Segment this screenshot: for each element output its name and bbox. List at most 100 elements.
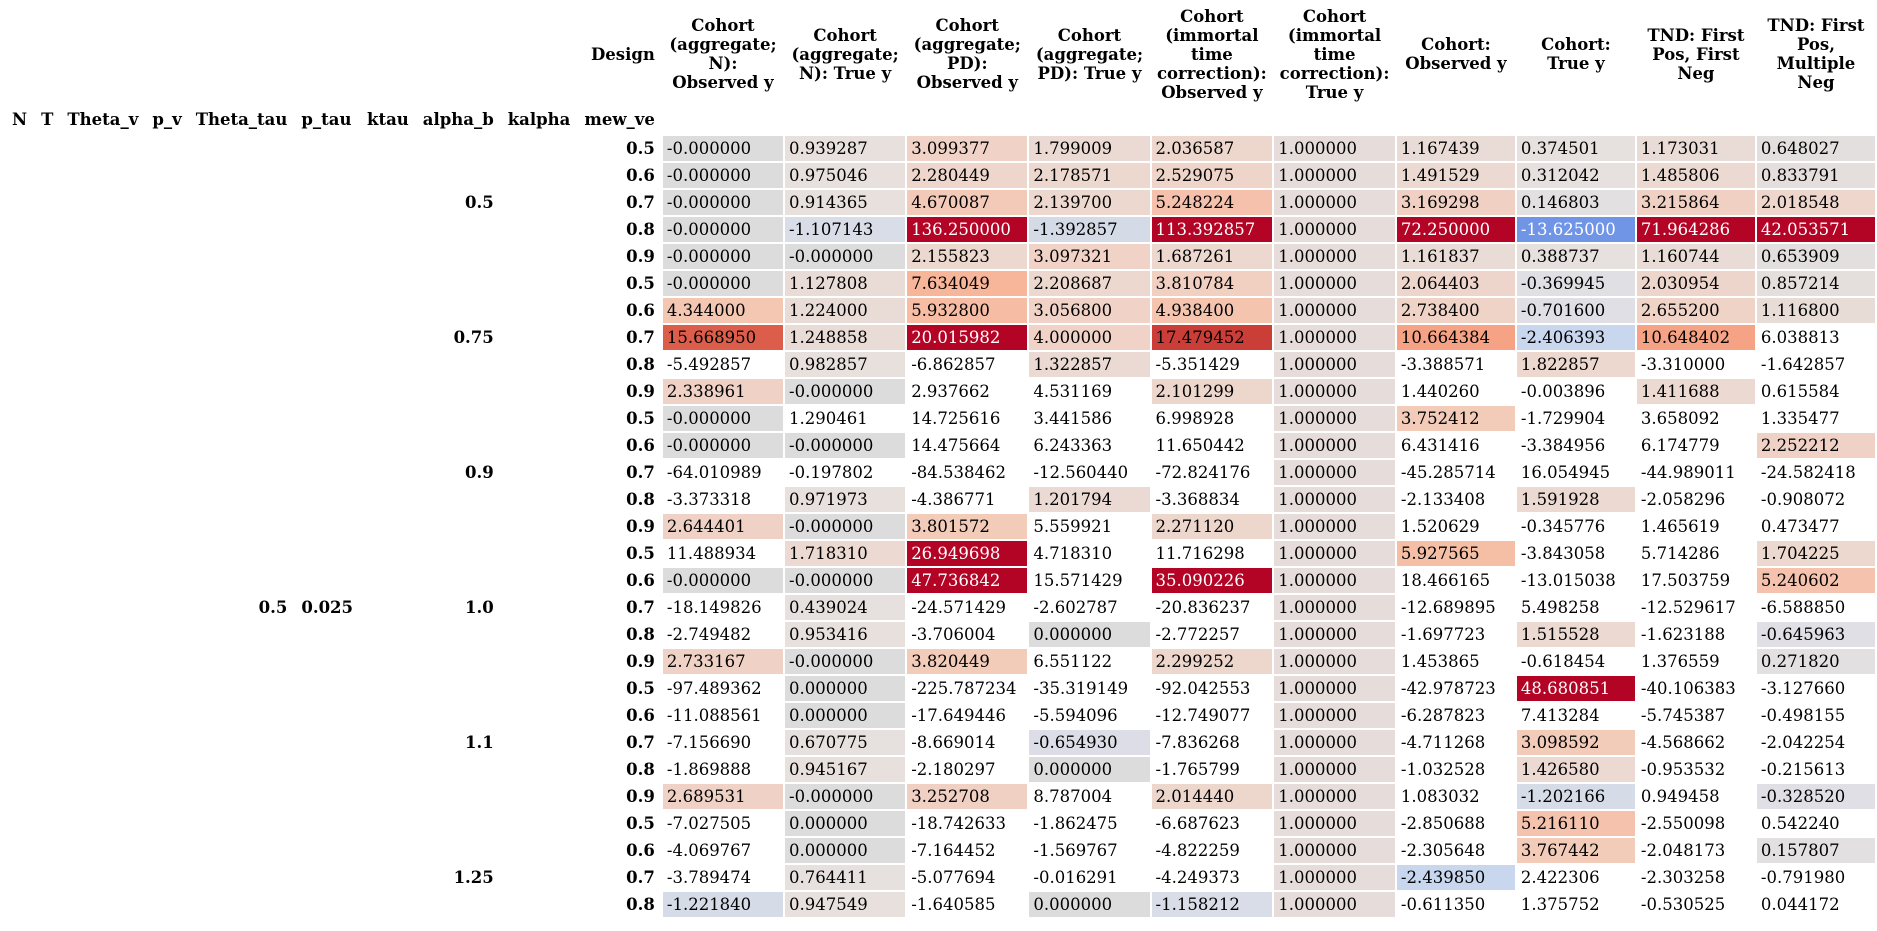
table-cell: -1.158212 — [1151, 891, 1273, 917]
table-cell: 0.914365 — [785, 189, 906, 215]
table-cell: -64.010989 — [662, 459, 784, 485]
table-cell: -44.989011 — [1636, 459, 1755, 485]
table-cell: 4.000000 — [1029, 324, 1150, 350]
table-cell: 14.475664 — [907, 432, 1028, 458]
table-cell: 47.736842 — [907, 567, 1028, 593]
table-cell: 2.208687 — [1029, 270, 1150, 296]
table-cell: 17.503759 — [1636, 567, 1755, 593]
table-cell: 7.413284 — [1516, 702, 1635, 728]
table-cell: 0.000000 — [1029, 756, 1150, 782]
index-name-n: N — [12, 109, 28, 129]
column-header: Cohort: Observed y — [1405, 35, 1507, 74]
table-cell: -45.285714 — [1396, 459, 1515, 485]
table-cell: -2.439850 — [1396, 864, 1515, 890]
table-cell: 0.653909 — [1756, 243, 1875, 269]
table-cell: -4.386771 — [907, 486, 1028, 512]
table-cell: 2.252212 — [1756, 432, 1875, 458]
table-cell: 0.044172 — [1756, 891, 1875, 917]
table-cell: 15.571429 — [1029, 567, 1150, 593]
table-cell: 11.488934 — [662, 540, 784, 566]
table-cell: 3.252708 — [907, 783, 1028, 809]
mew-ve-label: 0.8 — [626, 354, 655, 374]
table-cell: -24.582418 — [1756, 459, 1875, 485]
table-cell: -0.000000 — [785, 243, 906, 269]
table-row: 0.5 -0.000000 1.290461 14.725616 3.441586 6.9… — [6, 405, 1875, 431]
table-cell: 5.714286 — [1636, 540, 1755, 566]
table-cell: -0.328520 — [1756, 783, 1875, 809]
table-cell: 2.422306 — [1516, 864, 1635, 890]
table-cell: -2.772257 — [1151, 621, 1273, 647]
table-cell: 2.064403 — [1396, 270, 1515, 296]
table-cell: 1.167439 — [1396, 135, 1515, 161]
table-cell: 1.491529 — [1396, 162, 1515, 188]
mew-ve-label: 0.7 — [626, 192, 655, 212]
table-cell: 0.982857 — [785, 351, 906, 377]
table-cell: 1.000000 — [1274, 162, 1395, 188]
table-cell: -3.368834 — [1151, 486, 1273, 512]
table-cell: -92.042553 — [1151, 675, 1273, 701]
table-cell: 2.655200 — [1636, 297, 1755, 323]
table-cell: 1.000000 — [1274, 297, 1395, 323]
table-cell: 42.053571 — [1756, 216, 1875, 242]
table-cell: 0.000000 — [785, 837, 906, 863]
table-row: 1.1 0.7 -7.156690 0.670775 -8.669014 -0.65493… — [6, 729, 1875, 755]
table-cell: -3.388571 — [1396, 351, 1515, 377]
table-cell: -2.048173 — [1636, 837, 1755, 863]
table-cell: 2.155823 — [907, 243, 1028, 269]
table-cell: 5.498258 — [1516, 594, 1635, 620]
table-cell: 0.947549 — [785, 891, 906, 917]
mew-ve-label: 0.7 — [626, 462, 655, 482]
table-cell: -3.843058 — [1516, 540, 1635, 566]
table-cell: -6.588850 — [1756, 594, 1875, 620]
table-cell: -2.058296 — [1636, 486, 1755, 512]
table-header: Design Cohort (aggregate; N): Observed y… — [6, 6, 1875, 134]
table-cell: 1.127808 — [785, 270, 906, 296]
table-cell: -72.824176 — [1151, 459, 1273, 485]
alpha-b-label: 1.25 — [453, 867, 494, 887]
table-cell: 0.271820 — [1756, 648, 1875, 674]
table-row: 0.5 0.7 -0.000000 0.914365 4.670087 2.139700 5… — [6, 189, 1875, 215]
table-cell: -12.529617 — [1636, 594, 1755, 620]
table-cell: -4.711268 — [1396, 729, 1515, 755]
table-cell: -0.000000 — [785, 567, 906, 593]
header-row-index-names: N T Theta_v p_v Theta_tau p_tau ktau alp… — [6, 107, 1875, 134]
index-name-kalpha: kalpha — [507, 109, 571, 129]
mew-ve-label: 0.8 — [626, 894, 655, 914]
table-cell: 0.000000 — [785, 675, 906, 701]
table-cell: -3.384956 — [1516, 432, 1635, 458]
column-header: Cohort: True y — [1541, 35, 1611, 74]
table-cell: -2.042254 — [1756, 729, 1875, 755]
mew-ve-label: 0.9 — [626, 651, 655, 671]
table-cell: -6.287823 — [1396, 702, 1515, 728]
table-cell: 1.453865 — [1396, 648, 1515, 674]
table-cell: -7.836268 — [1151, 729, 1273, 755]
mew-ve-label: 0.7 — [626, 327, 655, 347]
table-cell: 1.000000 — [1274, 648, 1395, 674]
table-cell: 1.000000 — [1274, 756, 1395, 782]
table-row: 0.6 -4.069767 0.000000 -7.164452 -1.569767 -4… — [6, 837, 1875, 863]
table-cell: 2.644401 — [662, 513, 784, 539]
table-cell: -0.618454 — [1516, 648, 1635, 674]
table-cell: 0.764411 — [785, 864, 906, 890]
table-cell: -1.765799 — [1151, 756, 1273, 782]
table-cell: 1.000000 — [1274, 513, 1395, 539]
table-cell: 3.099377 — [907, 135, 1028, 161]
table-row: 0.5 -7.027505 0.000000 -18.742633 -1.862475-… — [6, 810, 1875, 836]
table-row: 0.6 -0.000000 -0.000000 14.475664 6.243363 11… — [6, 432, 1875, 458]
table-cell: 3.098592 — [1516, 729, 1635, 755]
table-cell: 2.733167 — [662, 648, 784, 674]
table-row: 0.6 -0.000000 -0.000000 47.736842 15.571429 3… — [6, 567, 1875, 593]
table-cell: 2.030954 — [1636, 270, 1755, 296]
table-cell: 1.718310 — [785, 540, 906, 566]
table-cell: 1.704225 — [1756, 540, 1875, 566]
table-row: 0.9 2.733167 -0.000000 3.820449 6.551122 2.29… — [6, 648, 1875, 674]
table-cell: 1.000000 — [1274, 378, 1395, 404]
table-cell: 1.000000 — [1274, 216, 1395, 242]
table-cell: 26.949698 — [907, 540, 1028, 566]
table-cell: -1.107143 — [785, 216, 906, 242]
table-cell: -1.697723 — [1396, 621, 1515, 647]
table-cell: 2.018548 — [1756, 189, 1875, 215]
table-cell: 1.485806 — [1636, 162, 1755, 188]
table-cell: 1.000000 — [1274, 675, 1395, 701]
table-cell: -5.745387 — [1636, 702, 1755, 728]
